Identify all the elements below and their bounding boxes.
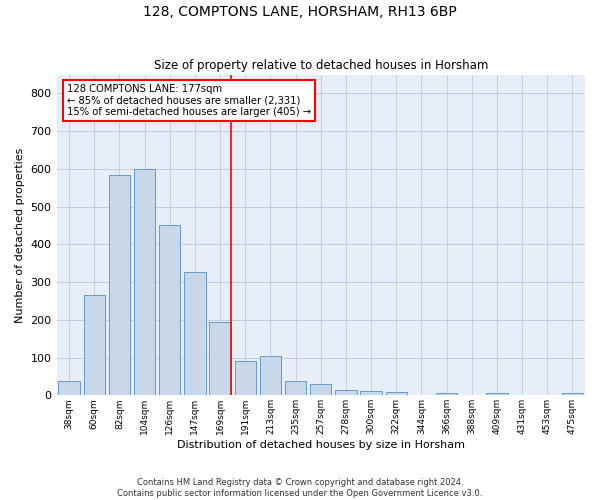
Y-axis label: Number of detached properties: Number of detached properties <box>15 147 25 322</box>
Bar <box>209 322 231 396</box>
Bar <box>109 174 130 396</box>
Bar <box>184 272 206 396</box>
Bar <box>310 384 331 396</box>
Bar <box>436 393 457 396</box>
Bar <box>83 296 105 396</box>
Bar <box>260 356 281 396</box>
Text: Contains HM Land Registry data © Crown copyright and database right 2024.
Contai: Contains HM Land Registry data © Crown c… <box>118 478 482 498</box>
Bar <box>159 226 181 396</box>
Bar <box>386 392 407 396</box>
Bar <box>134 169 155 396</box>
Text: 128 COMPTONS LANE: 177sqm
← 85% of detached houses are smaller (2,331)
15% of se: 128 COMPTONS LANE: 177sqm ← 85% of detac… <box>67 84 311 117</box>
Bar <box>562 393 583 396</box>
Title: Size of property relative to detached houses in Horsham: Size of property relative to detached ho… <box>154 59 488 72</box>
Bar <box>58 382 80 396</box>
X-axis label: Distribution of detached houses by size in Horsham: Distribution of detached houses by size … <box>177 440 465 450</box>
Bar <box>235 362 256 396</box>
Bar <box>361 391 382 396</box>
Bar <box>486 394 508 396</box>
Bar <box>335 390 356 396</box>
Text: 128, COMPTONS LANE, HORSHAM, RH13 6BP: 128, COMPTONS LANE, HORSHAM, RH13 6BP <box>143 5 457 19</box>
Bar <box>285 382 307 396</box>
